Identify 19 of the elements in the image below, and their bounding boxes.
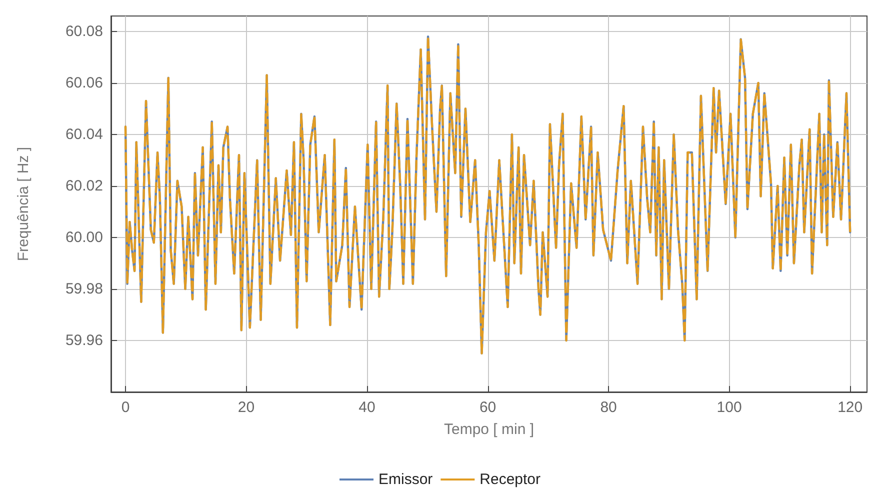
y-tick-label: 60.08	[65, 22, 103, 40]
legend-label: Emissor	[378, 471, 433, 488]
x-tick-label: 0	[121, 399, 130, 416]
y-tick-label: 60.06	[65, 74, 103, 92]
y-tick-label: 60.00	[65, 228, 103, 246]
x-tick-label: 120	[838, 399, 863, 416]
line-series	[124, 36, 852, 354]
y-tick-label: 59.96	[65, 332, 103, 349]
y-tick-label: 60.04	[65, 126, 103, 143]
x-tick-label: 20	[238, 399, 255, 416]
x-axis-title: Tempo [ min ]	[444, 421, 534, 438]
x-tick-label: 80	[600, 399, 617, 416]
x-tick-label: 100	[716, 399, 742, 416]
y-axis-title: Frequência [ Hz ]	[15, 146, 32, 262]
y-tick-label: 60.02	[65, 177, 103, 194]
x-tick-label: 40	[358, 399, 376, 416]
y-tick-label: 59.98	[65, 280, 103, 298]
x-tick-label: 60	[479, 399, 496, 416]
legend-label: Receptor	[480, 471, 541, 488]
